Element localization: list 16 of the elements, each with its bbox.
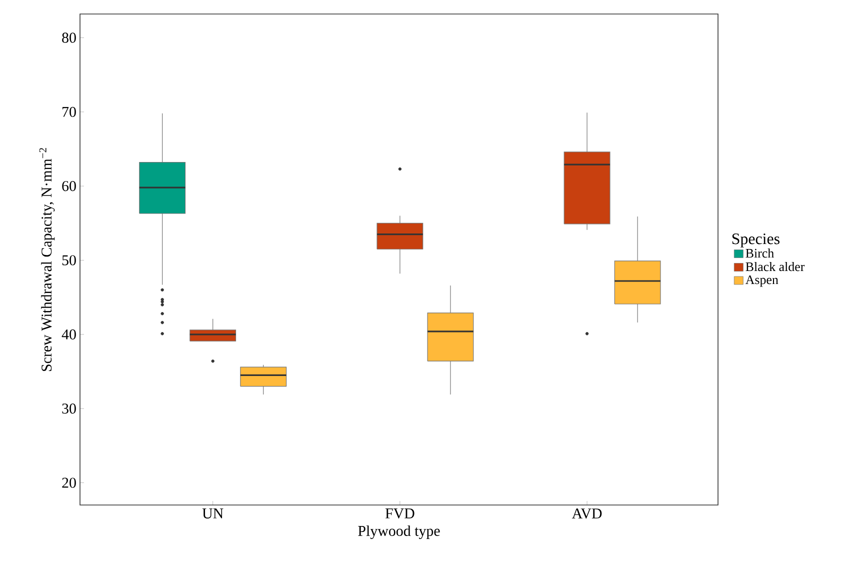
legend-label: Black alder [746, 262, 805, 272]
y-tick-label: 50 [62, 255, 76, 266]
legend-label: Birch [746, 248, 774, 258]
y-tick-label: 80 [62, 32, 76, 43]
y-tick-label: 20 [62, 478, 76, 488]
legend-label: Aspen [745, 275, 778, 287]
y-tick-label: 30 [62, 404, 76, 414]
y-tick-label: 70 [62, 106, 76, 117]
x-tick-label: FVD [385, 508, 414, 519]
x-axis-title: Plywood type [358, 525, 440, 540]
y-tick-label: 60 [62, 181, 76, 192]
y-tick-label: 40 [62, 329, 76, 340]
legend-title: Species [732, 233, 780, 248]
x-tick-label: AVD [572, 508, 602, 519]
y-axis-title: Screw Withdrawal Capacity, N·mm$^{−2}$ [39, 148, 55, 372]
x-tick-label: UN [202, 508, 224, 518]
